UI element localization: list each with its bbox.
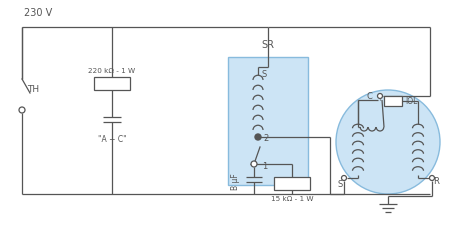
Text: 220 kΩ - 1 W: 220 kΩ - 1 W bbox=[89, 68, 135, 74]
Text: SR: SR bbox=[261, 40, 274, 50]
Text: S: S bbox=[262, 70, 267, 79]
Circle shape bbox=[251, 161, 257, 167]
Circle shape bbox=[336, 91, 440, 194]
Text: C: C bbox=[366, 92, 372, 101]
Bar bbox=[228, 58, 308, 185]
Circle shape bbox=[342, 176, 346, 181]
Text: TH: TH bbox=[27, 85, 39, 94]
Text: "A + C": "A + C" bbox=[98, 134, 126, 143]
Text: 230 V: 230 V bbox=[24, 8, 52, 18]
Text: 2: 2 bbox=[263, 134, 268, 143]
Text: 15 kΩ - 1 W: 15 kΩ - 1 W bbox=[271, 195, 313, 201]
Bar bbox=[384, 96, 402, 106]
Circle shape bbox=[19, 108, 25, 114]
Bar bbox=[94, 78, 130, 91]
Text: R: R bbox=[433, 176, 439, 185]
Circle shape bbox=[378, 94, 382, 99]
Circle shape bbox=[255, 134, 261, 140]
Text: B μF: B μF bbox=[231, 173, 240, 190]
Circle shape bbox=[429, 176, 435, 181]
Text: S: S bbox=[338, 179, 342, 188]
Bar bbox=[274, 177, 310, 190]
Text: 1: 1 bbox=[262, 162, 267, 171]
Text: IOL: IOL bbox=[405, 97, 417, 106]
